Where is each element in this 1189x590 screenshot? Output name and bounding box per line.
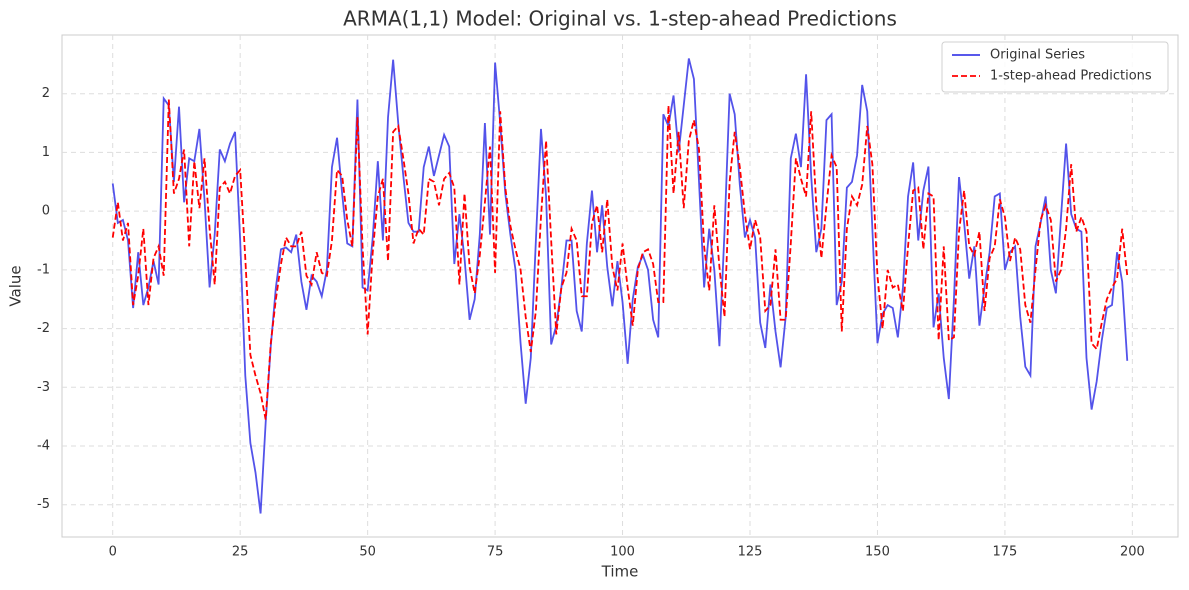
y-tick-label: -4: [37, 438, 50, 453]
legend-label: Original Series: [990, 48, 1085, 63]
x-tick-label: 75: [487, 545, 504, 560]
x-tick-label: 150: [865, 545, 890, 560]
series-line: [111, 99, 1129, 420]
x-tick-label: 100: [610, 545, 635, 560]
y-tick-label: 1: [42, 145, 50, 160]
legend: Original Series 1-step-ahead Predictions: [941, 41, 1169, 93]
y-tick-label: -1: [37, 262, 50, 277]
y-tick-label: -3: [37, 380, 50, 395]
y-tick-label: 0: [42, 204, 50, 219]
x-tick-label: 125: [738, 545, 763, 560]
y-tick-label: 2: [42, 86, 50, 101]
y-tick-label: -5: [37, 497, 50, 512]
series-line: [111, 58, 1129, 514]
y-tick-label: -2: [37, 321, 50, 336]
x-tick-label: 25: [232, 545, 249, 560]
x-tick-label: 50: [359, 545, 376, 560]
x-axis-label: Time: [601, 563, 639, 581]
y-axis-label: Value: [7, 265, 25, 306]
legend-label: 1-step-ahead Predictions: [990, 69, 1152, 84]
legend-box: [941, 41, 1169, 93]
x-tick-label: 0: [109, 545, 117, 560]
chart-title: ARMA(1,1) Model: Original vs. 1-step-ahe…: [343, 7, 897, 31]
x-tick-label: 200: [1120, 545, 1145, 560]
x-tick-label: 175: [993, 545, 1018, 560]
